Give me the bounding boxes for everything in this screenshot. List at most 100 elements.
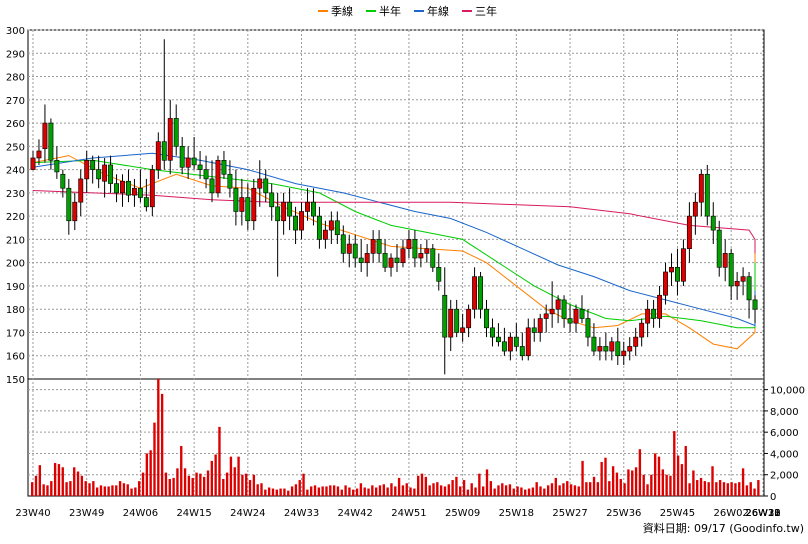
candle-body xyxy=(424,248,430,254)
volume-bar xyxy=(524,489,527,496)
candle-body xyxy=(436,267,442,282)
candle-body xyxy=(394,257,400,263)
volume-bar xyxy=(699,477,703,496)
candle-body xyxy=(179,146,185,168)
volume-bar xyxy=(661,469,664,496)
volume-bar xyxy=(378,485,382,496)
volume-bar xyxy=(187,475,191,496)
candle-body xyxy=(543,313,549,319)
volume-tick-label: 0 xyxy=(770,492,776,503)
candle-body xyxy=(358,257,364,263)
x-tick-label: 24W15 xyxy=(176,508,211,519)
x-tick-label: 25W09 xyxy=(445,508,480,519)
volume-bar xyxy=(367,488,370,496)
volume-bar xyxy=(417,475,420,496)
candle-body xyxy=(752,299,758,310)
candle-body xyxy=(430,248,436,268)
candle-body xyxy=(591,336,597,352)
candle-body xyxy=(740,276,746,282)
volume-bar xyxy=(585,482,588,496)
volume-bar xyxy=(600,461,603,496)
price-tick-label: 240 xyxy=(6,166,25,177)
volume-tick-label: 6,000 xyxy=(770,428,799,439)
candle-body xyxy=(669,267,674,273)
candle-body xyxy=(627,346,633,352)
volume-bar xyxy=(455,476,458,496)
x-tick-label: 24W42 xyxy=(338,508,373,519)
volume-bar xyxy=(504,485,508,496)
volume-bar xyxy=(340,489,343,496)
volume-tick-label: 10,000 xyxy=(770,386,805,397)
x-tick-label: 26W38 xyxy=(745,508,780,519)
volume-bar xyxy=(290,486,294,496)
candle-body xyxy=(155,141,161,170)
volume-bar xyxy=(653,453,657,496)
x-tick-label: 24W06 xyxy=(123,508,158,519)
volume-bar xyxy=(306,489,309,496)
candle-body xyxy=(114,183,119,194)
volume-bar xyxy=(631,470,634,496)
volume-bar xyxy=(650,474,653,496)
volume-bar xyxy=(397,477,401,496)
volume-bar xyxy=(302,473,305,496)
volume-bar xyxy=(462,480,466,496)
volume-bar xyxy=(711,466,714,496)
volume-bar xyxy=(34,475,38,496)
candle-body xyxy=(108,164,114,184)
volume-bar xyxy=(111,485,114,496)
volume-bar xyxy=(233,467,236,496)
volume-bar xyxy=(722,482,726,496)
candle-body xyxy=(442,294,448,338)
candle-body xyxy=(90,159,96,170)
candle-body xyxy=(603,346,609,352)
volume-bar xyxy=(164,472,168,496)
price-tick-label: 250 xyxy=(6,142,25,153)
price-tick-label: 280 xyxy=(6,73,25,84)
candle-body xyxy=(478,276,483,310)
price-tick-label: 230 xyxy=(6,189,25,200)
candle-body xyxy=(299,211,304,231)
candle-body xyxy=(657,294,663,319)
candle-body xyxy=(257,178,263,189)
volume-bar xyxy=(447,484,450,496)
candle-body xyxy=(281,201,287,222)
volume-bar xyxy=(191,477,194,496)
volume-bar xyxy=(130,488,133,496)
volume-bar xyxy=(424,476,428,496)
candle-body xyxy=(209,178,215,194)
candle-body xyxy=(585,318,591,338)
candle-body xyxy=(185,157,191,168)
volume-tick-label: 8,000 xyxy=(770,407,799,418)
volume-bar xyxy=(363,487,366,496)
volume-bar xyxy=(344,485,347,496)
volume-bar xyxy=(562,483,565,496)
volume-bar xyxy=(707,482,710,496)
volume-bar xyxy=(65,482,68,496)
candle-body xyxy=(96,169,102,180)
volume-bar xyxy=(726,483,729,496)
candle-body xyxy=(293,215,299,231)
volume-bar xyxy=(634,467,638,496)
candle-body xyxy=(287,201,293,217)
legend-label: 三年 xyxy=(475,4,497,18)
volume-bar xyxy=(718,480,722,496)
candle-body xyxy=(454,308,460,333)
x-tick-label: 26W21 xyxy=(745,508,780,519)
candle-body xyxy=(191,157,197,166)
candle-body xyxy=(418,253,424,259)
price-tick-label: 200 xyxy=(6,259,25,270)
volume-bar xyxy=(749,482,752,496)
candle-body xyxy=(364,253,370,263)
volume-bar xyxy=(50,481,53,496)
volume-bar xyxy=(451,480,454,496)
volume-bar xyxy=(260,483,263,496)
volume-bar xyxy=(107,486,110,496)
candle-body xyxy=(746,276,752,301)
price-tick-label: 290 xyxy=(6,49,25,60)
volume-bar xyxy=(157,379,160,496)
x-tick-label: 25W36 xyxy=(606,508,641,519)
candle-body xyxy=(382,253,388,268)
x-tick-label: 25W45 xyxy=(660,508,695,519)
candle-body xyxy=(203,169,209,180)
